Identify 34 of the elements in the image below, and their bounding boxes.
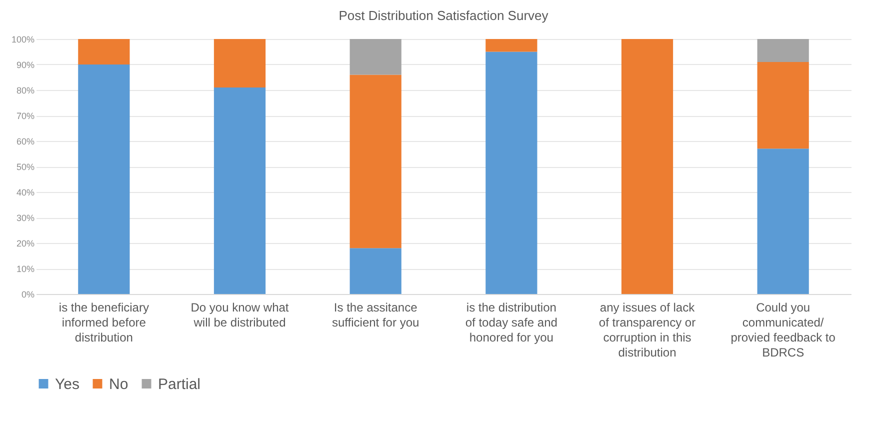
bar [78,64,130,294]
bar [214,87,266,294]
x-tick-label: is the beneficiary informed before distribution [58,300,149,344]
bar [757,39,809,62]
x-tick-label: Do you know what will be distributed [190,300,290,330]
bar [486,39,538,52]
y-tick-label: 40% [16,188,34,198]
bar [621,39,674,294]
bar [214,39,266,88]
x-tick-label: Could you communicated/ provied feedback to BDRCS [730,300,836,360]
y-tick-label: 90% [16,60,34,70]
bar [350,74,402,248]
x-tick-label: any issues of lack of transparency or corruption in this distribution [598,300,696,360]
legend-label: Partial [158,376,201,393]
bar [757,148,809,294]
y-tick-label: 20% [16,238,34,248]
y-tick-label: 30% [16,213,34,223]
bar [350,248,402,294]
legend-label: Yes [55,376,80,393]
y-tick-label: 0% [21,290,34,300]
y-tick-label: 50% [16,162,34,172]
x-tick-label: Is the assitance sufficient for you [332,300,420,330]
bar [486,52,538,294]
bar [350,39,402,75]
chart-title: Post Distribution Satisfaction Survey [338,8,549,23]
y-tick-label: 70% [16,111,34,121]
legend-label: No [109,376,128,393]
bar [757,62,809,149]
bar [78,39,130,64]
y-tick-label: 60% [16,136,34,146]
y-tick-label: 100% [11,34,34,44]
y-tick-label: 80% [16,86,34,96]
x-tick-label: is the distribution of today safe and honored for you [465,300,558,344]
y-tick-label: 10% [16,264,34,274]
